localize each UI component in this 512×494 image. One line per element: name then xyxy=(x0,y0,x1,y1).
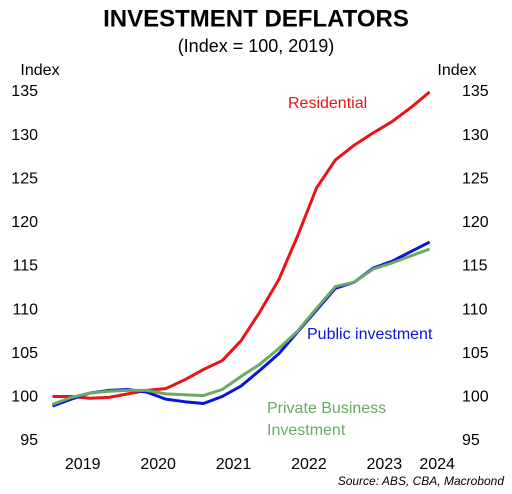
series-line xyxy=(52,90,431,400)
y2-tick-label: 130 xyxy=(462,127,489,144)
series-line xyxy=(51,247,431,406)
series-label: Public investment xyxy=(307,326,433,343)
series-line xyxy=(51,240,431,408)
y2-tick-label: 115 xyxy=(462,258,488,275)
y2-axis-label: Index xyxy=(437,62,476,79)
y-tick-label: 120 xyxy=(11,214,38,231)
y-tick-label: 100 xyxy=(11,389,38,406)
y2-tick-label: 125 xyxy=(462,170,489,187)
x-tick-label: 2022 xyxy=(291,456,327,473)
y-tick-label: 110 xyxy=(12,301,38,318)
chart-subtitle: (Index = 100, 2019) xyxy=(178,36,335,56)
y-tick-label: 130 xyxy=(11,127,38,144)
chart-title: INVESTMENT DEFLATORS xyxy=(103,5,409,32)
y2-tick-label: 95 xyxy=(462,432,480,449)
x-tick-label: 2019 xyxy=(65,456,101,473)
y-tick-label: 105 xyxy=(11,345,38,362)
series-label: Residential xyxy=(288,95,367,112)
y-axis-label: Index xyxy=(20,62,59,79)
x-tick-label: 2021 xyxy=(216,456,252,473)
series-label: Private Business Investment xyxy=(267,400,387,439)
y-tick-label: 95 xyxy=(20,432,38,449)
y2-tick-label: 110 xyxy=(462,301,488,318)
y2-tick-label: 135 xyxy=(462,83,489,100)
source: Source: ABS, CBA, Macrobond xyxy=(338,474,505,488)
y-tick-label: 135 xyxy=(11,83,38,100)
x-tick-label: 2024 xyxy=(419,456,455,473)
x-tick-label: 2020 xyxy=(140,456,176,473)
series-label-box: Private Business Investment xyxy=(267,400,387,439)
x-tick-label: 2023 xyxy=(367,456,403,473)
y2-tick-label: 105 xyxy=(462,345,489,362)
y-tick-label: 115 xyxy=(12,258,38,275)
y2-tick-label: 100 xyxy=(462,389,489,406)
y-tick-label: 125 xyxy=(11,170,38,187)
y2-tick-label: 120 xyxy=(462,214,489,231)
